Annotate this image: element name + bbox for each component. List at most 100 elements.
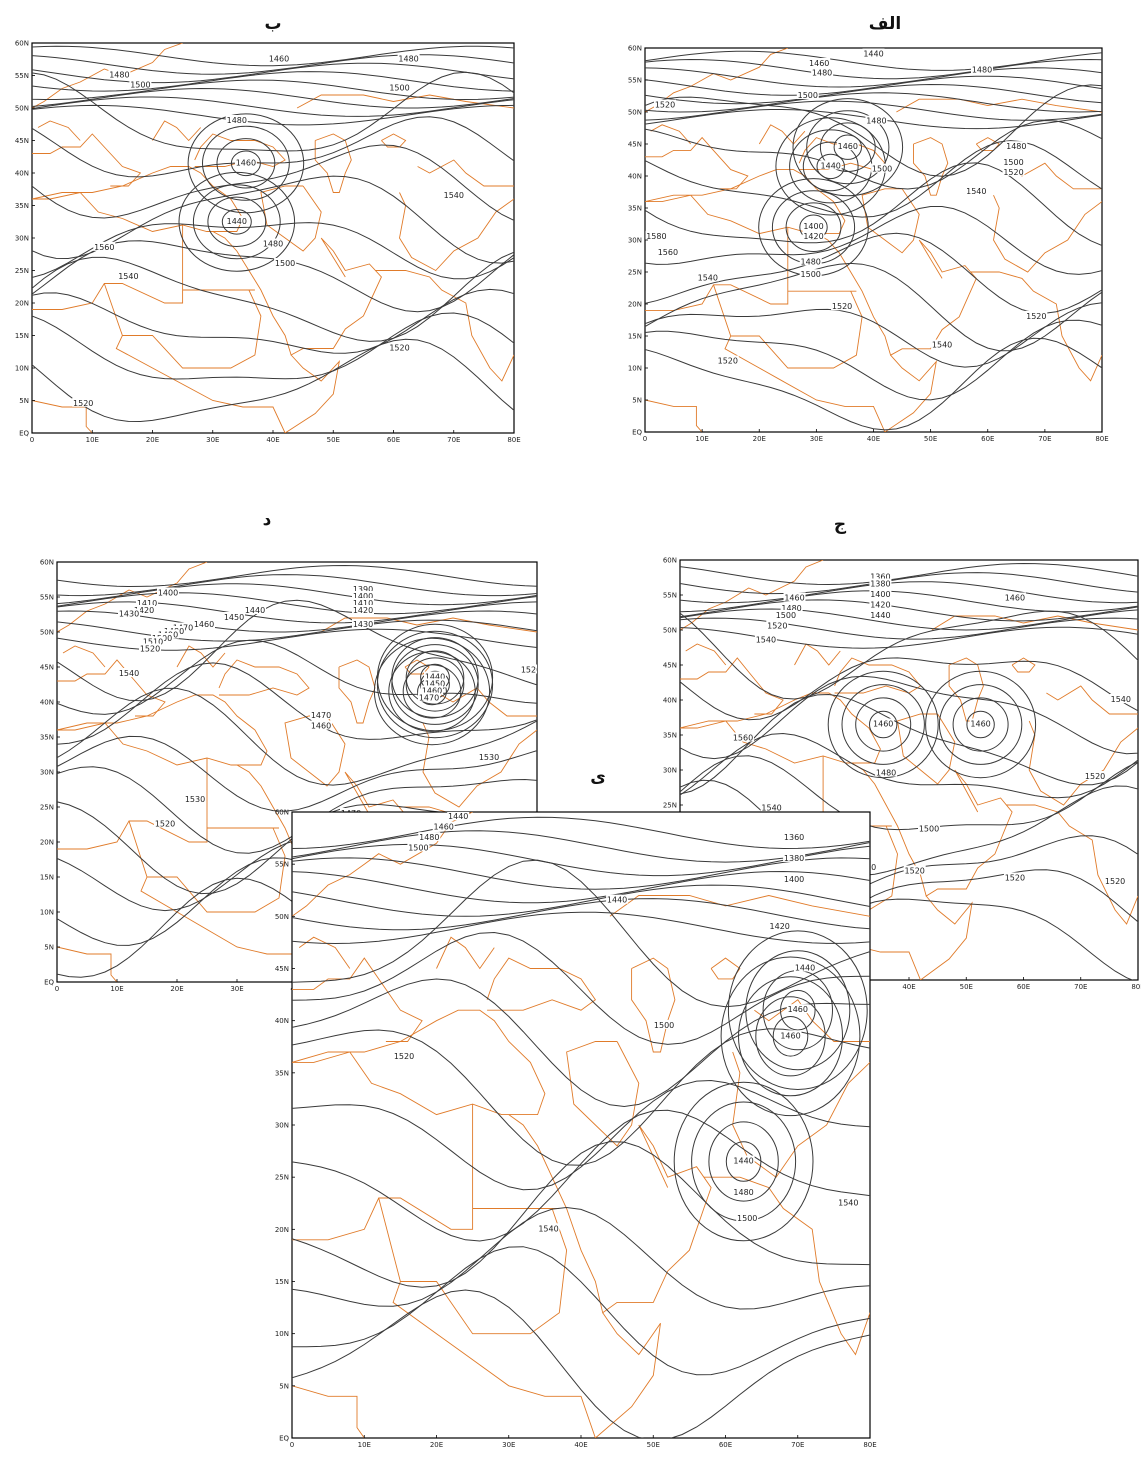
isoline (292, 1109, 870, 1242)
isoline (292, 931, 870, 1045)
contour-label: 1500 (776, 611, 796, 620)
contour-label-bg (234, 157, 257, 167)
lat-tick-label: 30N (628, 237, 642, 245)
contour-label-bg (819, 160, 842, 170)
lat-tick-label: 55N (275, 861, 289, 869)
contour-label: 1460 (434, 823, 454, 832)
contour-label: 1440 (245, 606, 265, 615)
contour-label: 1540 (838, 1198, 858, 1207)
coastline (631, 957, 676, 1053)
map-panel-ye: 1440146014801500136013801400144014201440… (275, 809, 877, 1450)
lat-tick-label: 40N (628, 173, 642, 181)
contour-label-bg (783, 852, 806, 862)
isoline (645, 162, 1102, 247)
isoline (292, 978, 870, 1108)
contour-label-bg (136, 598, 158, 607)
lat-tick-label: 25N (15, 267, 29, 275)
isoline (645, 140, 1102, 218)
contour-label: 1440 (821, 161, 841, 170)
contour-label: 1440 (227, 217, 247, 226)
closed-isoline (755, 996, 826, 1077)
coastline (128, 820, 310, 982)
isoline (57, 619, 537, 642)
contour-label-bg (903, 865, 926, 875)
isoline (32, 104, 514, 126)
lat-tick-label: 5N (19, 397, 29, 405)
isoline (57, 583, 537, 606)
lon-tick-label: 0 (30, 436, 34, 444)
contour-label: 1540 (698, 273, 718, 282)
contour-label: 1440 (870, 611, 890, 620)
lat-tick-label: 15N (628, 333, 642, 341)
contour-label-bg (779, 1030, 802, 1040)
contour-label-bg (875, 767, 898, 777)
contour-label: 1480 (419, 833, 439, 842)
isoline (32, 251, 514, 342)
lon-tick-label: 20E (170, 985, 183, 993)
contour-label: 1460 (311, 722, 331, 731)
closed-isoline (925, 670, 1037, 779)
contour-label: 1460 (269, 54, 289, 63)
coastline (400, 1208, 568, 1335)
contour-label: 1520 (73, 399, 93, 408)
contour-label: 1440 (795, 964, 815, 973)
contour-label: 1380 (784, 854, 804, 863)
isoline (32, 96, 514, 117)
panel-title-alef: الف (868, 14, 902, 34)
contour-label: 1460 (838, 142, 858, 151)
isoline (645, 206, 1102, 275)
contour-label: 1520 (1005, 874, 1025, 883)
contour-label: 1430 (119, 610, 139, 619)
contour-label: 1420 (803, 232, 823, 241)
coastline (62, 645, 106, 668)
isoline (32, 338, 514, 423)
lat-tick-label: 25N (628, 269, 642, 277)
contour-label: 1510 (143, 638, 163, 647)
contour-label-bg (774, 610, 797, 619)
isoline (292, 884, 870, 917)
isoline (292, 898, 870, 931)
lat-tick-label: 60N (663, 557, 677, 565)
contour-label: 1500 (275, 259, 295, 268)
contour-label: 1480 (1006, 142, 1026, 151)
contour-label-bg (118, 668, 140, 677)
coastline (851, 762, 1013, 897)
lat-tick-label: 40N (15, 170, 29, 178)
coastline (212, 231, 382, 356)
closed-isoline (785, 202, 842, 252)
lon-tick-label: 80E (507, 436, 520, 444)
coastline (1011, 657, 1036, 673)
lat-tick-label: 50N (15, 105, 29, 113)
lat-tick-label: 5N (632, 397, 642, 405)
contour-label: 1500 (801, 270, 821, 279)
map-frame (31, 42, 515, 434)
lat-tick-label: 5N (44, 944, 54, 952)
coastline (103, 283, 286, 433)
coastline (417, 159, 514, 187)
lon-tick-label: 10E (358, 1441, 371, 1449)
lat-tick-label: 30N (663, 767, 677, 775)
coastline (834, 657, 922, 694)
isoline (680, 610, 1138, 700)
isoline (680, 626, 1138, 649)
lat-tick-label: 45N (40, 664, 54, 672)
contour-label-bg (1084, 771, 1107, 780)
isoline (680, 581, 1138, 604)
panel-title-jim: ج (833, 515, 847, 535)
contour-label: 1460 (1005, 594, 1025, 603)
lon-tick-label: 50E (924, 435, 937, 443)
coastline (378, 1197, 596, 1438)
lat-tick-label: 40N (663, 697, 677, 705)
contour-label: 1520 (1003, 168, 1023, 177)
lat-tick-label: 15N (275, 1278, 289, 1286)
lat-tick-label: 5N (279, 1382, 289, 1390)
contour-label-bg (223, 612, 245, 621)
contour-label-bg (520, 664, 537, 674)
isoline (57, 564, 537, 588)
coastline (486, 957, 597, 1011)
lon-tick-label: 40E (867, 435, 880, 443)
lon-tick-label: 40E (574, 1441, 587, 1449)
coastline (730, 291, 863, 369)
lon-tick-label: 20E (430, 1441, 443, 1449)
lat-tick-label: 55N (40, 594, 54, 602)
